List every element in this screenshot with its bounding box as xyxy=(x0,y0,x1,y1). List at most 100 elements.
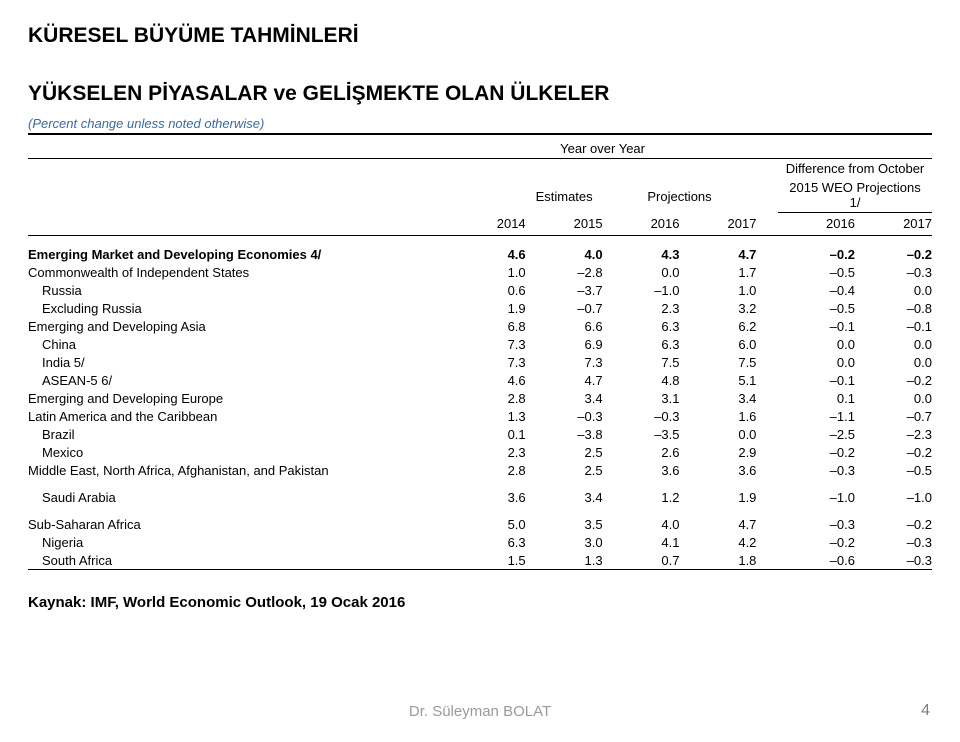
cell-value: 2.8 xyxy=(449,389,526,407)
cell-value: –1.0 xyxy=(603,281,680,299)
source-caption: Kaynak: IMF, World Economic Outlook, 19 … xyxy=(28,594,932,611)
cell-value: –0.3 xyxy=(778,515,855,533)
table-row: Excluding Russia1.9–0.72.33.2–0.5–0.8 xyxy=(28,299,932,317)
cell-value: 1.7 xyxy=(680,263,757,281)
cell-value: 0.0 xyxy=(778,353,855,371)
cell-value: 1.0 xyxy=(449,263,526,281)
row-label: Mexico xyxy=(28,443,449,461)
cell-value: 1.5 xyxy=(449,551,526,569)
cell-value: 0.1 xyxy=(778,389,855,407)
cell-value: 0.6 xyxy=(449,281,526,299)
cell-value: 6.3 xyxy=(449,533,526,551)
table-row: Mexico2.32.52.62.9–0.2–0.2 xyxy=(28,443,932,461)
cell-value: –1.0 xyxy=(855,488,932,506)
cell-value: 0.7 xyxy=(603,551,680,569)
cell-value: 3.4 xyxy=(526,389,603,407)
cell-value: 7.3 xyxy=(449,335,526,353)
table-row: Emerging and Developing Asia6.86.66.36.2… xyxy=(28,317,932,335)
cell-value: 4.0 xyxy=(526,245,603,263)
cell-value: –0.2 xyxy=(855,443,932,461)
cell-value: 2.5 xyxy=(526,461,603,479)
cell-value: 2.9 xyxy=(680,443,757,461)
cell-value: 1.9 xyxy=(449,299,526,317)
cell-value: –0.5 xyxy=(778,299,855,317)
header-years-row: 2014 2015 2016 2017 2016 2017 xyxy=(28,215,932,236)
page-subtitle: YÜKSELEN PİYASALAR ve GELİŞMEKTE OLAN ÜL… xyxy=(28,82,932,106)
footer-author: Dr. Süleyman BOLAT xyxy=(0,703,960,720)
cell-value: 0.0 xyxy=(855,389,932,407)
table-row: Saudi Arabia3.63.41.21.9–1.0–1.0 xyxy=(28,488,932,506)
row-label: Brazil xyxy=(28,425,449,443)
cell-value: –2.5 xyxy=(778,425,855,443)
header-year: 2016 xyxy=(778,215,855,236)
row-label: Saudi Arabia xyxy=(28,488,449,506)
cell-value: 5.0 xyxy=(449,515,526,533)
header-diff-line1: Difference from October xyxy=(778,159,932,178)
cell-value: 1.8 xyxy=(680,551,757,569)
cell-value: –2.3 xyxy=(855,425,932,443)
cell-value: –0.2 xyxy=(855,245,932,263)
cell-value: –0.6 xyxy=(778,551,855,569)
table-row: Nigeria6.33.04.14.2–0.2–0.3 xyxy=(28,533,932,551)
cell-value: 1.0 xyxy=(680,281,757,299)
row-label: Middle East, North Africa, Afghanistan, … xyxy=(28,461,449,479)
cell-value: 7.3 xyxy=(526,353,603,371)
cell-value: 4.7 xyxy=(526,371,603,389)
row-label: ASEAN-5 6/ xyxy=(28,371,449,389)
cell-value: 3.1 xyxy=(603,389,680,407)
cell-value: –0.3 xyxy=(526,407,603,425)
header-year: 2016 xyxy=(603,215,680,236)
cell-value: 6.3 xyxy=(603,335,680,353)
table-row: Emerging and Developing Europe2.83.43.13… xyxy=(28,389,932,407)
header-yoy: Year over Year xyxy=(449,135,757,158)
cell-value: –0.5 xyxy=(855,461,932,479)
row-label: Latin America and the Caribbean xyxy=(28,407,449,425)
cell-value: –2.8 xyxy=(526,263,603,281)
cell-value: 6.9 xyxy=(526,335,603,353)
cell-value: 4.6 xyxy=(449,371,526,389)
header-projections: Projections xyxy=(603,178,757,215)
row-label: Excluding Russia xyxy=(28,299,449,317)
row-label: China xyxy=(28,335,449,353)
table-row: Latin America and the Caribbean1.3–0.3–0… xyxy=(28,407,932,425)
cell-value: 0.0 xyxy=(680,425,757,443)
cell-value: 3.6 xyxy=(449,488,526,506)
cell-value: 3.4 xyxy=(680,389,757,407)
cell-value: 1.2 xyxy=(603,488,680,506)
cell-value: –0.1 xyxy=(778,371,855,389)
cell-value: 4.1 xyxy=(603,533,680,551)
unit-note: (Percent change unless noted otherwise) xyxy=(28,116,932,131)
cell-value: 3.6 xyxy=(680,461,757,479)
cell-value: 2.8 xyxy=(449,461,526,479)
header-year: 2017 xyxy=(680,215,757,236)
cell-value: –0.2 xyxy=(778,533,855,551)
row-label: South Africa xyxy=(28,551,449,569)
cell-value: –1.0 xyxy=(778,488,855,506)
cell-value: –0.3 xyxy=(855,263,932,281)
cell-value: 4.7 xyxy=(680,245,757,263)
cell-value: 4.3 xyxy=(603,245,680,263)
cell-value: 2.5 xyxy=(526,443,603,461)
cell-value: 4.7 xyxy=(680,515,757,533)
page-number: 4 xyxy=(921,702,930,720)
cell-value: 5.1 xyxy=(680,371,757,389)
cell-value: 3.2 xyxy=(680,299,757,317)
cell-value: 4.2 xyxy=(680,533,757,551)
cell-value: –0.5 xyxy=(778,263,855,281)
rule-bottom xyxy=(28,569,932,570)
row-label: Nigeria xyxy=(28,533,449,551)
cell-value: –3.8 xyxy=(526,425,603,443)
row-label: Commonwealth of Independent States xyxy=(28,263,449,281)
cell-value: –0.3 xyxy=(603,407,680,425)
cell-value: 0.0 xyxy=(603,263,680,281)
header-diff-line2: 2015 WEO Projections 1/ xyxy=(778,180,932,213)
cell-value: 3.5 xyxy=(526,515,603,533)
page-title: KÜRESEL BÜYÜME TAHMİNLERİ xyxy=(28,24,932,48)
table-row: China7.36.96.36.00.00.0 xyxy=(28,335,932,353)
cell-value: 2.3 xyxy=(603,299,680,317)
cell-value: –0.8 xyxy=(855,299,932,317)
cell-value: 7.5 xyxy=(603,353,680,371)
cell-value: –0.3 xyxy=(855,533,932,551)
table-row: Emerging Market and Developing Economies… xyxy=(28,245,932,263)
cell-value: –0.7 xyxy=(855,407,932,425)
